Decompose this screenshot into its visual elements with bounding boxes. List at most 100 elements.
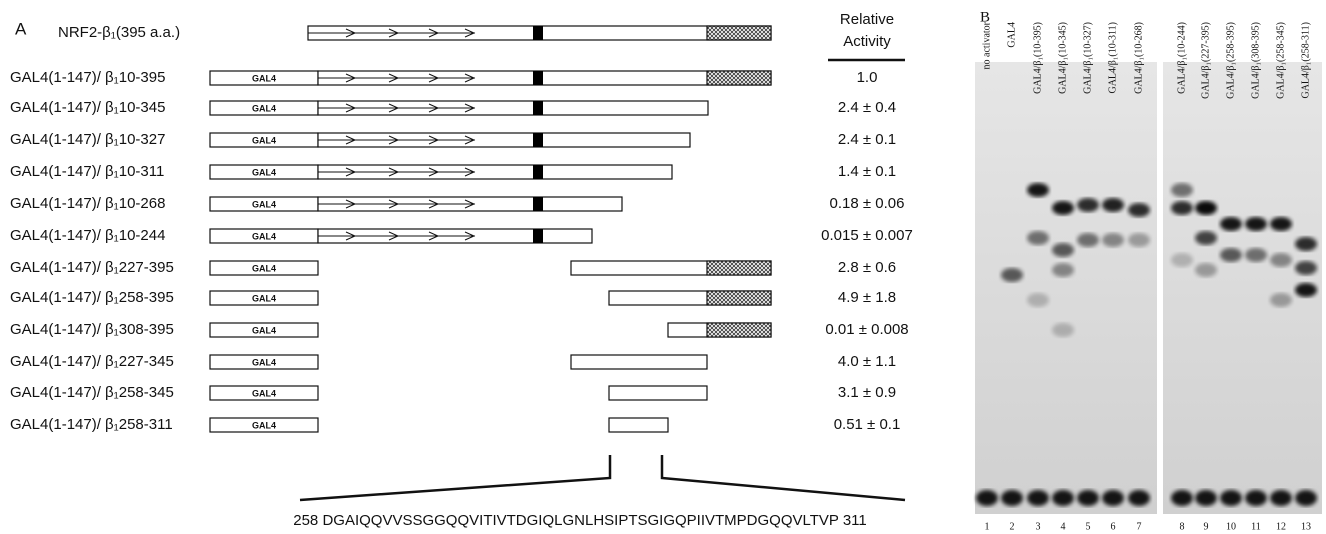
lane-number: 9 xyxy=(1204,521,1209,532)
lane-number: 10 xyxy=(1226,521,1236,532)
construct-label: GAL4(1-147)/ β₁258-345 xyxy=(10,384,174,401)
protein-bar xyxy=(571,355,707,369)
gel-band xyxy=(1052,490,1074,506)
lane-name: GAL4/β₁(258-395) xyxy=(1225,22,1236,99)
gel-band xyxy=(1052,201,1074,215)
lane-number: 5 xyxy=(1086,521,1091,532)
construct-label: GAL4(1-147)/ β₁258-311 xyxy=(10,416,173,433)
sequence: 258 DGAIQQVVSSGGQQVITIVTDGIQLGNLHSIPTSGI… xyxy=(293,512,867,529)
full-length-label: NRF2-β₁(395 a.a.) xyxy=(58,24,180,41)
activity-value: 0.01 ± 0.008 xyxy=(825,321,908,338)
gel-band xyxy=(1195,231,1217,245)
hatched-domain xyxy=(707,261,771,275)
hatched-domain xyxy=(707,26,771,40)
activity-value: 1.0 xyxy=(857,69,878,86)
gel-band xyxy=(1270,490,1292,506)
lane-name: GAL4/β₁(10-268) xyxy=(1133,22,1144,94)
gal4-label: GAL4 xyxy=(252,73,276,83)
gel-band xyxy=(1270,253,1292,267)
zoom-line xyxy=(300,455,610,500)
gal4-label: GAL4 xyxy=(252,357,276,367)
gel-band xyxy=(1128,203,1150,217)
gel-band xyxy=(1171,490,1193,506)
gel-band xyxy=(1077,233,1099,247)
black-domain xyxy=(533,229,543,243)
lane-name: no activator xyxy=(981,21,992,69)
construct-label: GAL4(1-147)/ β₁10-345 xyxy=(10,99,165,116)
lane-number: 8 xyxy=(1180,521,1185,532)
lane-number: 12 xyxy=(1276,521,1286,532)
lane-name: GAL4/β₁(258-311) xyxy=(1300,22,1311,99)
hatched-domain xyxy=(707,291,771,305)
lane-number: 13 xyxy=(1301,521,1311,532)
construct-label: GAL4(1-147)/ β₁227-395 xyxy=(10,259,174,276)
gel-band xyxy=(1027,490,1049,506)
gel-band xyxy=(1077,490,1099,506)
gel-band xyxy=(1220,248,1242,262)
construct-label: GAL4(1-147)/ β₁10-327 xyxy=(10,131,165,148)
activity-value: 2.4 ± 0.4 xyxy=(838,99,896,116)
gel-band xyxy=(1295,237,1317,251)
gel-band xyxy=(976,490,998,506)
lane-number: 3 xyxy=(1036,521,1041,532)
lane-name: GAL4/β₁(10-327) xyxy=(1082,22,1093,94)
activity-value: 3.1 ± 0.9 xyxy=(838,384,896,401)
gel-band xyxy=(1245,248,1267,262)
protein-bar xyxy=(609,386,707,400)
construct-label: GAL4(1-147)/ β₁308-395 xyxy=(10,321,174,338)
gel-band xyxy=(1027,183,1049,197)
gal4-label: GAL4 xyxy=(252,293,276,303)
construct-label: GAL4(1-147)/ β₁10-268 xyxy=(10,195,165,212)
black-domain xyxy=(533,101,543,115)
lane-name: GAL4/β₁(10-244) xyxy=(1176,22,1187,94)
lane-name: GAL4/β₁(258-345) xyxy=(1275,22,1286,99)
black-domain xyxy=(533,26,543,40)
gel-band xyxy=(1295,283,1317,297)
gel-band xyxy=(1270,217,1292,231)
construct-label: GAL4(1-147)/ β₁10-395 xyxy=(10,69,165,86)
gel-band xyxy=(1245,217,1267,231)
gel-band xyxy=(1052,323,1074,337)
gel xyxy=(975,62,1322,514)
construct-label: GAL4(1-147)/ β₁10-311 xyxy=(10,163,164,180)
gal4-label: GAL4 xyxy=(252,135,276,145)
lane-number: 11 xyxy=(1251,521,1261,532)
gal4-label: GAL4 xyxy=(252,325,276,335)
gel-band xyxy=(1001,268,1023,282)
lane-name: GAL4/β₁(10-311) xyxy=(1107,22,1118,94)
black-domain xyxy=(533,133,543,147)
gal4-label: GAL4 xyxy=(252,231,276,241)
lane-number: 1 xyxy=(985,521,990,532)
gel-band xyxy=(1171,201,1193,215)
gel-band xyxy=(1245,490,1267,506)
gal4-label: GAL4 xyxy=(252,263,276,273)
activity-value: 2.4 ± 0.1 xyxy=(838,131,896,148)
gel-band xyxy=(1077,198,1099,212)
black-domain xyxy=(533,71,543,85)
gal4-label: GAL4 xyxy=(252,199,276,209)
activity-value: 4.9 ± 1.8 xyxy=(838,289,896,306)
gel-band xyxy=(1195,490,1217,506)
gel-gap xyxy=(1157,62,1163,514)
activity-value: 0.015 ± 0.007 xyxy=(821,227,913,244)
gel-band xyxy=(1128,490,1150,506)
lane-number: 6 xyxy=(1111,521,1116,532)
gel-band xyxy=(1171,183,1193,197)
activity-value: 1.4 ± 0.1 xyxy=(838,163,896,180)
gel-band xyxy=(1052,263,1074,277)
lane-name: GAL4/β₁(10-345) xyxy=(1057,22,1068,94)
lane-number: 7 xyxy=(1137,521,1142,532)
black-domain xyxy=(533,197,543,211)
construct-label: GAL4(1-147)/ β₁258-395 xyxy=(10,289,174,306)
lane-name: GAL4/β₁(10-395) xyxy=(1032,22,1043,94)
hatched-domain xyxy=(707,71,771,85)
lane-number: 2 xyxy=(1010,521,1015,532)
gel-band xyxy=(1195,201,1217,215)
hatched-domain xyxy=(707,323,771,337)
gal4-label: GAL4 xyxy=(252,420,276,430)
activity-header: Activity xyxy=(843,33,891,50)
lane-name: GAL4/β₁(308-395) xyxy=(1250,22,1261,99)
protein-bar xyxy=(609,418,668,432)
gel-band xyxy=(1171,253,1193,267)
lane-name: GAL4 xyxy=(1006,22,1017,48)
